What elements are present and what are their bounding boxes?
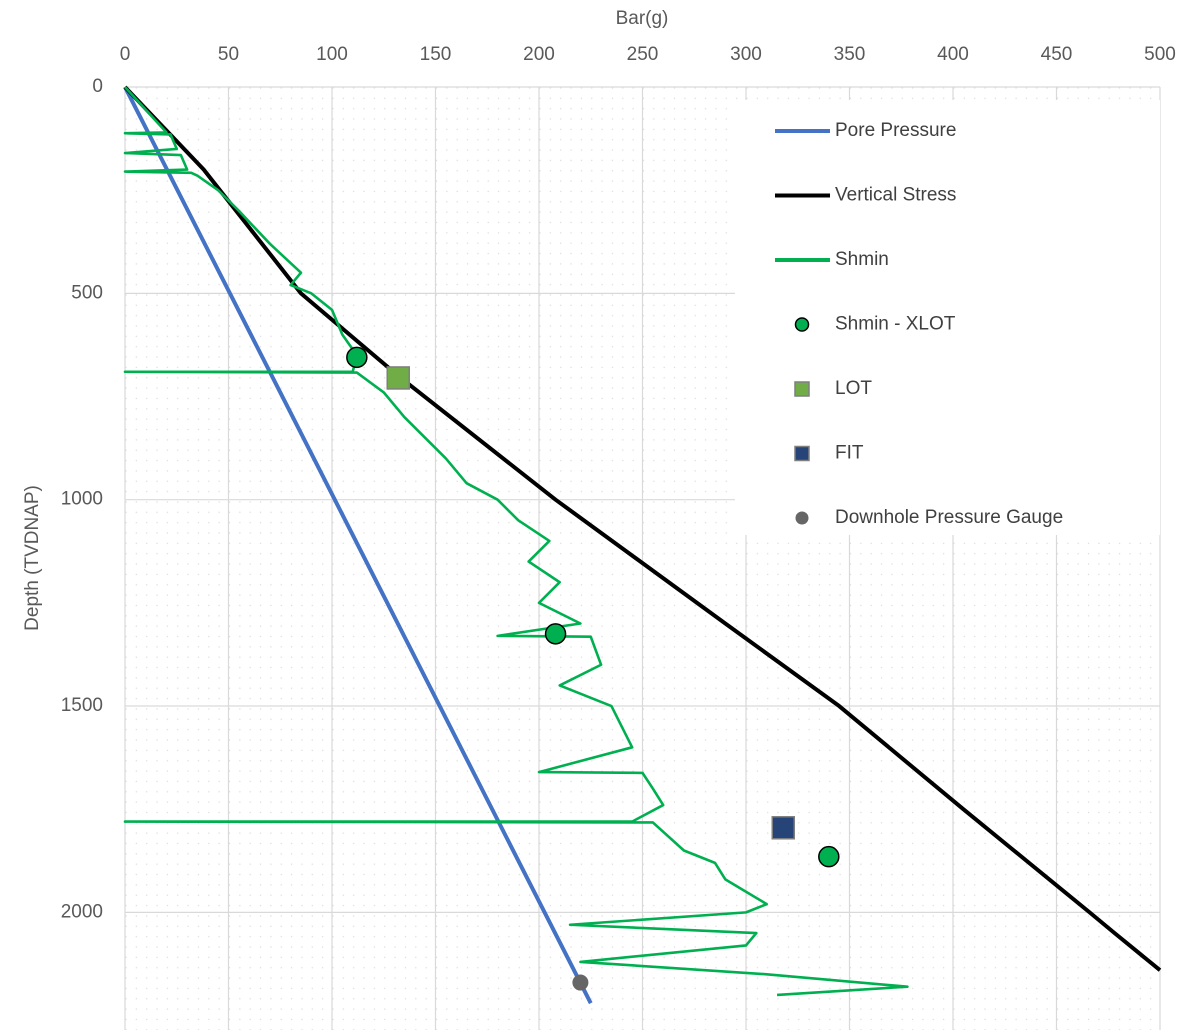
x-tick-label: 250 [627, 44, 659, 65]
x-tick-label: 100 [316, 44, 348, 65]
x-axis-title: Bar(g) [616, 8, 669, 29]
legend-label: Shmin [835, 249, 889, 270]
legend-label: Pore Pressure [835, 120, 956, 141]
legend-swatch [795, 511, 809, 525]
marker [544, 623, 567, 645]
legend-label: FIT [835, 443, 864, 464]
y-axis-title: Depth (TVDNAP) [22, 485, 43, 631]
x-tick-label: 450 [1041, 44, 1073, 65]
x-tick-label: 350 [834, 44, 866, 65]
y-tick-label: 1000 [61, 489, 103, 510]
x-tick-label: 50 [218, 44, 239, 65]
plot [123, 85, 1162, 1005]
legend-label: Downhole Pressure Gauge [835, 507, 1063, 528]
x-tick-label: 150 [420, 44, 452, 65]
marker [818, 845, 840, 868]
x-tick-label: 300 [730, 44, 762, 65]
x-tick-label: 200 [523, 44, 555, 65]
series-line [123, 86, 593, 1005]
y-tick-label: 500 [71, 282, 103, 303]
marker [771, 816, 796, 840]
y-tick-label: 2000 [61, 901, 103, 922]
y-tick-label: 1500 [61, 695, 103, 716]
legend-label: Shmin - XLOT [835, 314, 956, 335]
legend-label: LOT [835, 378, 872, 399]
legend-swatch [794, 381, 810, 397]
markers [346, 346, 840, 991]
legend-swatch [794, 445, 810, 462]
x-tick-label: 0 [120, 44, 131, 65]
marker [386, 366, 410, 390]
legend: Pore Pressure Vertical Stress Shmin Shmin -… [775, 120, 1063, 528]
x-tick-label: 400 [937, 44, 969, 65]
series-line [123, 86, 909, 997]
legend-box [735, 100, 1160, 535]
legend-swatch [794, 317, 810, 332]
x-tick-label: 500 [1144, 44, 1176, 65]
marker [572, 974, 589, 991]
series-line [123, 85, 1162, 972]
marker [346, 346, 368, 369]
legend-label: Vertical Stress [835, 185, 956, 206]
y-tick-label: 0 [92, 76, 103, 97]
